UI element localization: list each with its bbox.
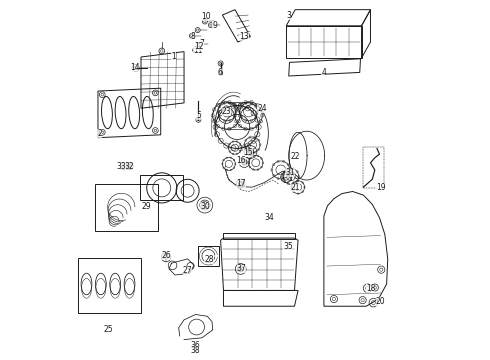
Text: 12: 12 <box>195 42 204 51</box>
Text: 37: 37 <box>237 265 246 274</box>
Text: 1: 1 <box>171 52 175 61</box>
Text: 3: 3 <box>286 10 291 19</box>
Text: 26: 26 <box>161 251 171 260</box>
Bar <box>140 175 183 201</box>
Text: 24: 24 <box>257 104 267 113</box>
Text: 21: 21 <box>291 183 300 192</box>
Text: 8: 8 <box>191 32 196 41</box>
Bar <box>95 184 158 231</box>
Text: 29: 29 <box>142 202 151 211</box>
Text: 17: 17 <box>236 179 245 188</box>
Text: 28: 28 <box>204 255 214 264</box>
Text: 30: 30 <box>200 202 210 211</box>
Text: 14: 14 <box>130 63 139 72</box>
Text: 13: 13 <box>239 32 249 41</box>
Text: 34: 34 <box>265 213 274 222</box>
Text: 27: 27 <box>183 266 193 275</box>
Text: 20: 20 <box>376 297 385 306</box>
Text: 19: 19 <box>376 183 385 192</box>
Text: 33: 33 <box>117 162 126 171</box>
Text: 11: 11 <box>193 46 202 55</box>
Text: 23: 23 <box>221 107 231 116</box>
Text: 35: 35 <box>283 242 293 251</box>
Text: 4: 4 <box>321 68 326 77</box>
Text: 2: 2 <box>98 129 102 138</box>
Text: 7: 7 <box>199 39 204 48</box>
Text: 22: 22 <box>291 152 300 161</box>
Text: 16: 16 <box>236 157 245 166</box>
Text: 32: 32 <box>125 162 134 171</box>
Text: 38: 38 <box>190 346 199 355</box>
Text: 36: 36 <box>190 341 199 350</box>
Text: 6: 6 <box>218 68 222 77</box>
Text: 9: 9 <box>212 21 217 30</box>
Bar <box>78 258 141 314</box>
Text: 15: 15 <box>243 148 253 157</box>
Bar <box>286 26 362 58</box>
Text: 31: 31 <box>285 168 294 177</box>
Bar <box>197 246 219 266</box>
Text: 10: 10 <box>201 12 210 21</box>
Text: 18: 18 <box>366 284 375 293</box>
Text: 25: 25 <box>103 325 113 334</box>
Bar <box>363 147 384 188</box>
Text: 5: 5 <box>196 111 201 120</box>
Bar <box>223 233 295 239</box>
